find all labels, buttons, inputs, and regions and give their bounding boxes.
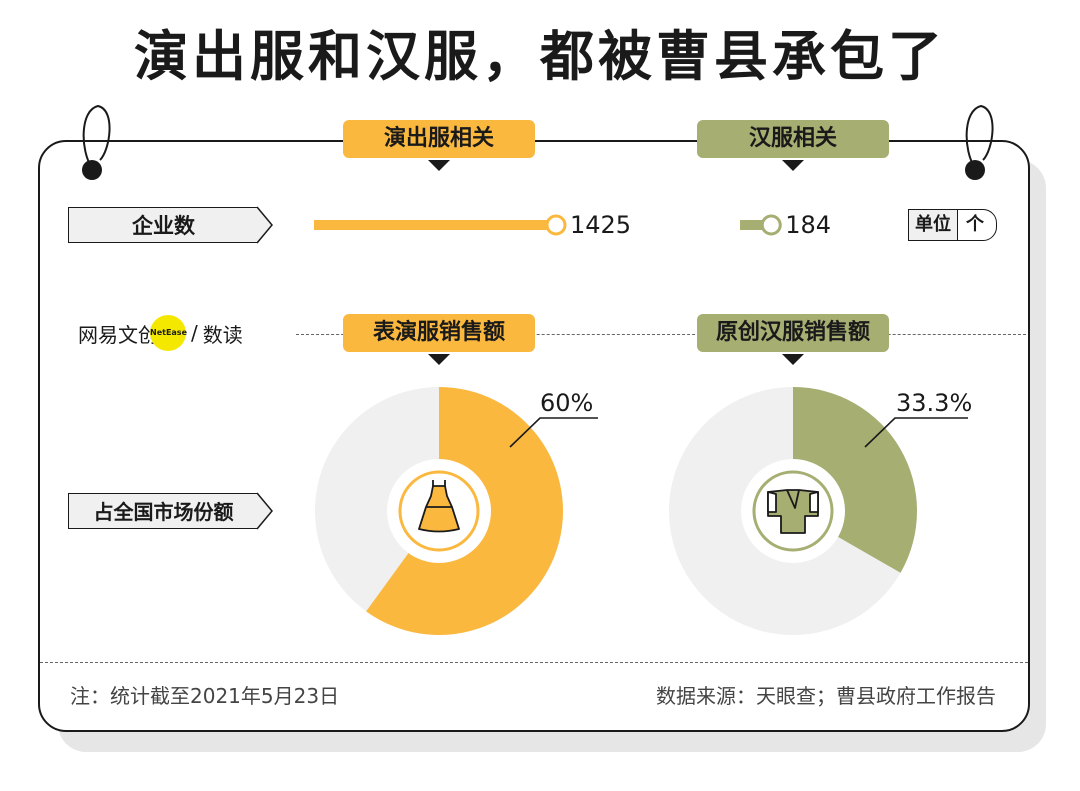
brand-sub: 数读 xyxy=(202,322,243,347)
page-title: 演出服和汉服，都被曹县承包了 xyxy=(134,25,946,88)
brand-slash: / xyxy=(191,321,198,345)
pointer-icon xyxy=(782,354,804,365)
bar-end-costume xyxy=(545,214,567,236)
tag-hanfu: 汉服相关 xyxy=(697,120,889,158)
pointer-icon xyxy=(428,354,450,365)
bar-end-hanfu xyxy=(760,214,782,236)
tag-costume-sales: 表演服销售额 xyxy=(343,314,535,352)
bar-costume xyxy=(314,220,556,230)
enterprise-bars xyxy=(314,214,782,236)
unit-badge: 单位 个 xyxy=(908,209,997,241)
dress-icon xyxy=(418,480,460,533)
separator-line xyxy=(40,662,1028,663)
pointer-icon xyxy=(782,160,804,171)
tag-costume: 演出服相关 xyxy=(343,120,535,158)
hanfu-icon xyxy=(767,489,819,534)
pie-label-costume: 60% xyxy=(540,389,594,417)
separator-line xyxy=(296,334,1026,335)
tag-hanfu-sales: 原创汉服销售额 xyxy=(697,314,889,352)
pie-label-hanfu: 33.3% xyxy=(896,389,973,417)
pie-center-ring-hanfu xyxy=(752,470,834,552)
row-label-enterprises: 企业数 xyxy=(68,207,258,243)
row-label-share: 占全国市场份额 xyxy=(68,493,258,529)
unit-value: 个 xyxy=(966,214,984,235)
brand-badge: NetEase xyxy=(150,315,187,351)
value-costume-enterprises: 1425 xyxy=(570,211,632,239)
footnote: 注：统计截至2021年5月23日 xyxy=(70,684,340,708)
binder-rings xyxy=(82,104,994,180)
row-arrow-icon xyxy=(256,206,273,244)
brand-name: 网易文创 xyxy=(78,322,158,347)
value-hanfu-enterprises: 184 xyxy=(785,211,832,239)
brand-logo: 网易文创 NetEase / 数读 xyxy=(78,315,243,351)
pointer-icon xyxy=(428,160,450,171)
leader-line-hanfu xyxy=(864,417,968,448)
leader-line-costume xyxy=(509,417,598,448)
row-arrow-icon xyxy=(256,492,273,530)
pie-center-ring-costume xyxy=(398,470,480,552)
data-source: 数据来源：天眼查；曹县政府工作报告 xyxy=(656,684,996,708)
unit-label: 单位 xyxy=(909,210,958,240)
bar-hanfu xyxy=(740,220,772,230)
